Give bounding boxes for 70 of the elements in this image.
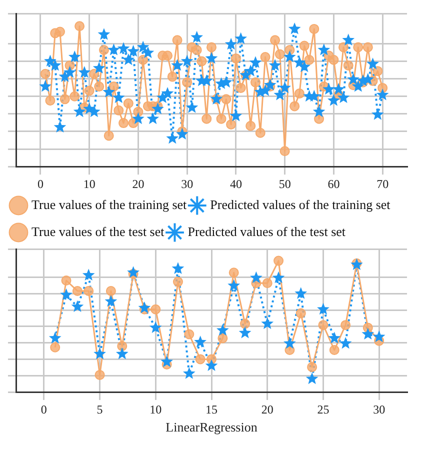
point [138,302,151,314]
point [294,287,308,299]
point [172,262,184,274]
x-tick-label: 10 [150,402,162,416]
x-tick-label: 60 [328,176,340,191]
point [71,300,84,312]
x-tick-label: 15 [206,402,218,416]
point [194,336,207,348]
point [104,294,118,307]
point [306,372,318,384]
point [317,302,330,315]
point [72,286,82,296]
point [205,359,218,372]
legend-label: Predicted values of the training set [210,196,391,212]
point [284,336,296,349]
point [262,278,272,288]
point [48,332,62,344]
point [84,286,94,296]
x-tick-label: 20 [132,176,144,191]
point [228,279,240,291]
point [127,266,140,278]
x-tick-label: 25 [317,402,330,416]
x-tick-label: 40 [230,176,242,191]
point [329,345,340,356]
x-tick-label: 0 [40,402,47,416]
point [307,362,318,372]
point [318,320,328,330]
point [339,336,352,349]
point [272,271,285,284]
point [216,324,229,336]
point [94,347,106,360]
point [362,328,374,340]
point [250,271,262,284]
point [274,256,284,266]
point [261,317,274,330]
x-tick-label: 30 [373,402,386,416]
point [61,275,72,286]
legend-label: Predicted values of the test set [188,224,346,239]
point [296,308,306,318]
point [160,355,173,368]
x-axis-title: LinearRegression [166,420,258,435]
point [372,330,386,342]
point [228,268,239,278]
x-tick-label: 70 [376,176,389,191]
point [240,318,250,329]
x-tick-label: 30 [181,176,194,191]
point [218,333,228,344]
legend-label: True values of the training set [32,196,188,212]
x-tick-label: 50 [278,176,291,191]
point [340,320,351,330]
x-tick-label: 20 [261,402,274,416]
point [82,268,95,280]
point [94,370,105,380]
point [238,326,252,338]
x-tick-label: 10 [83,176,96,191]
point [60,288,72,300]
point [182,367,196,379]
x-tick-label: 0 [37,176,44,191]
point [117,341,128,352]
point [195,354,206,364]
point [50,342,60,352]
point [150,304,161,314]
legend-label: True values of the test set [32,224,165,239]
point [106,286,116,296]
point [172,276,183,287]
point [328,332,341,344]
point [184,329,194,340]
x-tick-label: 5 [96,402,103,416]
point [149,321,162,333]
point [116,347,128,360]
